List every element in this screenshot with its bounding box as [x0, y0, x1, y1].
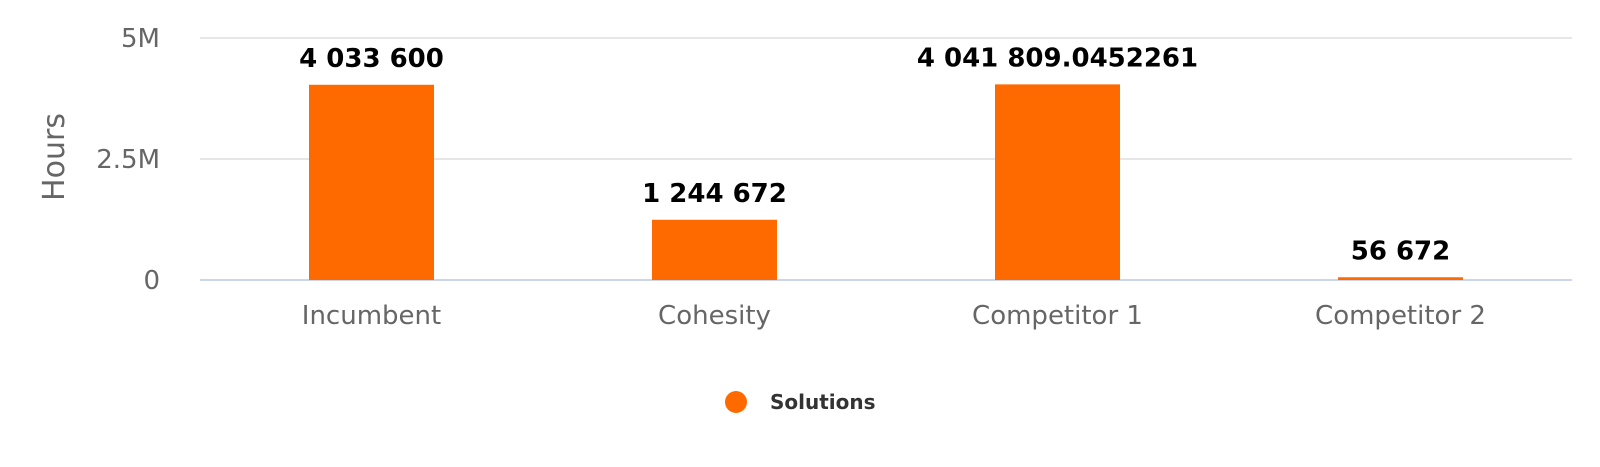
y-tick-label: 0	[143, 266, 160, 296]
bar[interactable]	[309, 84, 434, 280]
legend-label: Solutions	[770, 390, 876, 414]
x-axis-ticks: Incumbent Cohesity Competitor 1 Competitor …	[302, 301, 1486, 331]
data-label: 4 033 600	[299, 44, 444, 74]
y-axis-title: Hours	[37, 113, 72, 201]
y-axis-ticks: 0 2.5M 5M	[96, 24, 160, 296]
data-label: 56 672	[1351, 236, 1451, 266]
legend-marker	[725, 391, 747, 413]
data-labels: 4 033 600 1 244 672 4 041 809.0452261 56 67…	[299, 43, 1450, 266]
x-tick-label: Incumbent	[302, 301, 441, 331]
bar[interactable]	[652, 219, 777, 280]
legend[interactable]: Solutions	[725, 390, 876, 414]
data-label: 4 041 809.0452261	[917, 43, 1198, 73]
y-tick-label: 5M	[121, 24, 160, 54]
bar[interactable]	[1338, 277, 1463, 280]
y-tick-label: 2.5M	[96, 145, 160, 175]
x-tick-label: Cohesity	[658, 301, 771, 331]
data-label: 1 244 672	[642, 179, 787, 209]
bar[interactable]	[995, 84, 1120, 281]
x-tick-label: Competitor 1	[972, 301, 1143, 331]
x-tick-label: Competitor 2	[1315, 301, 1486, 331]
bars	[309, 84, 1463, 281]
